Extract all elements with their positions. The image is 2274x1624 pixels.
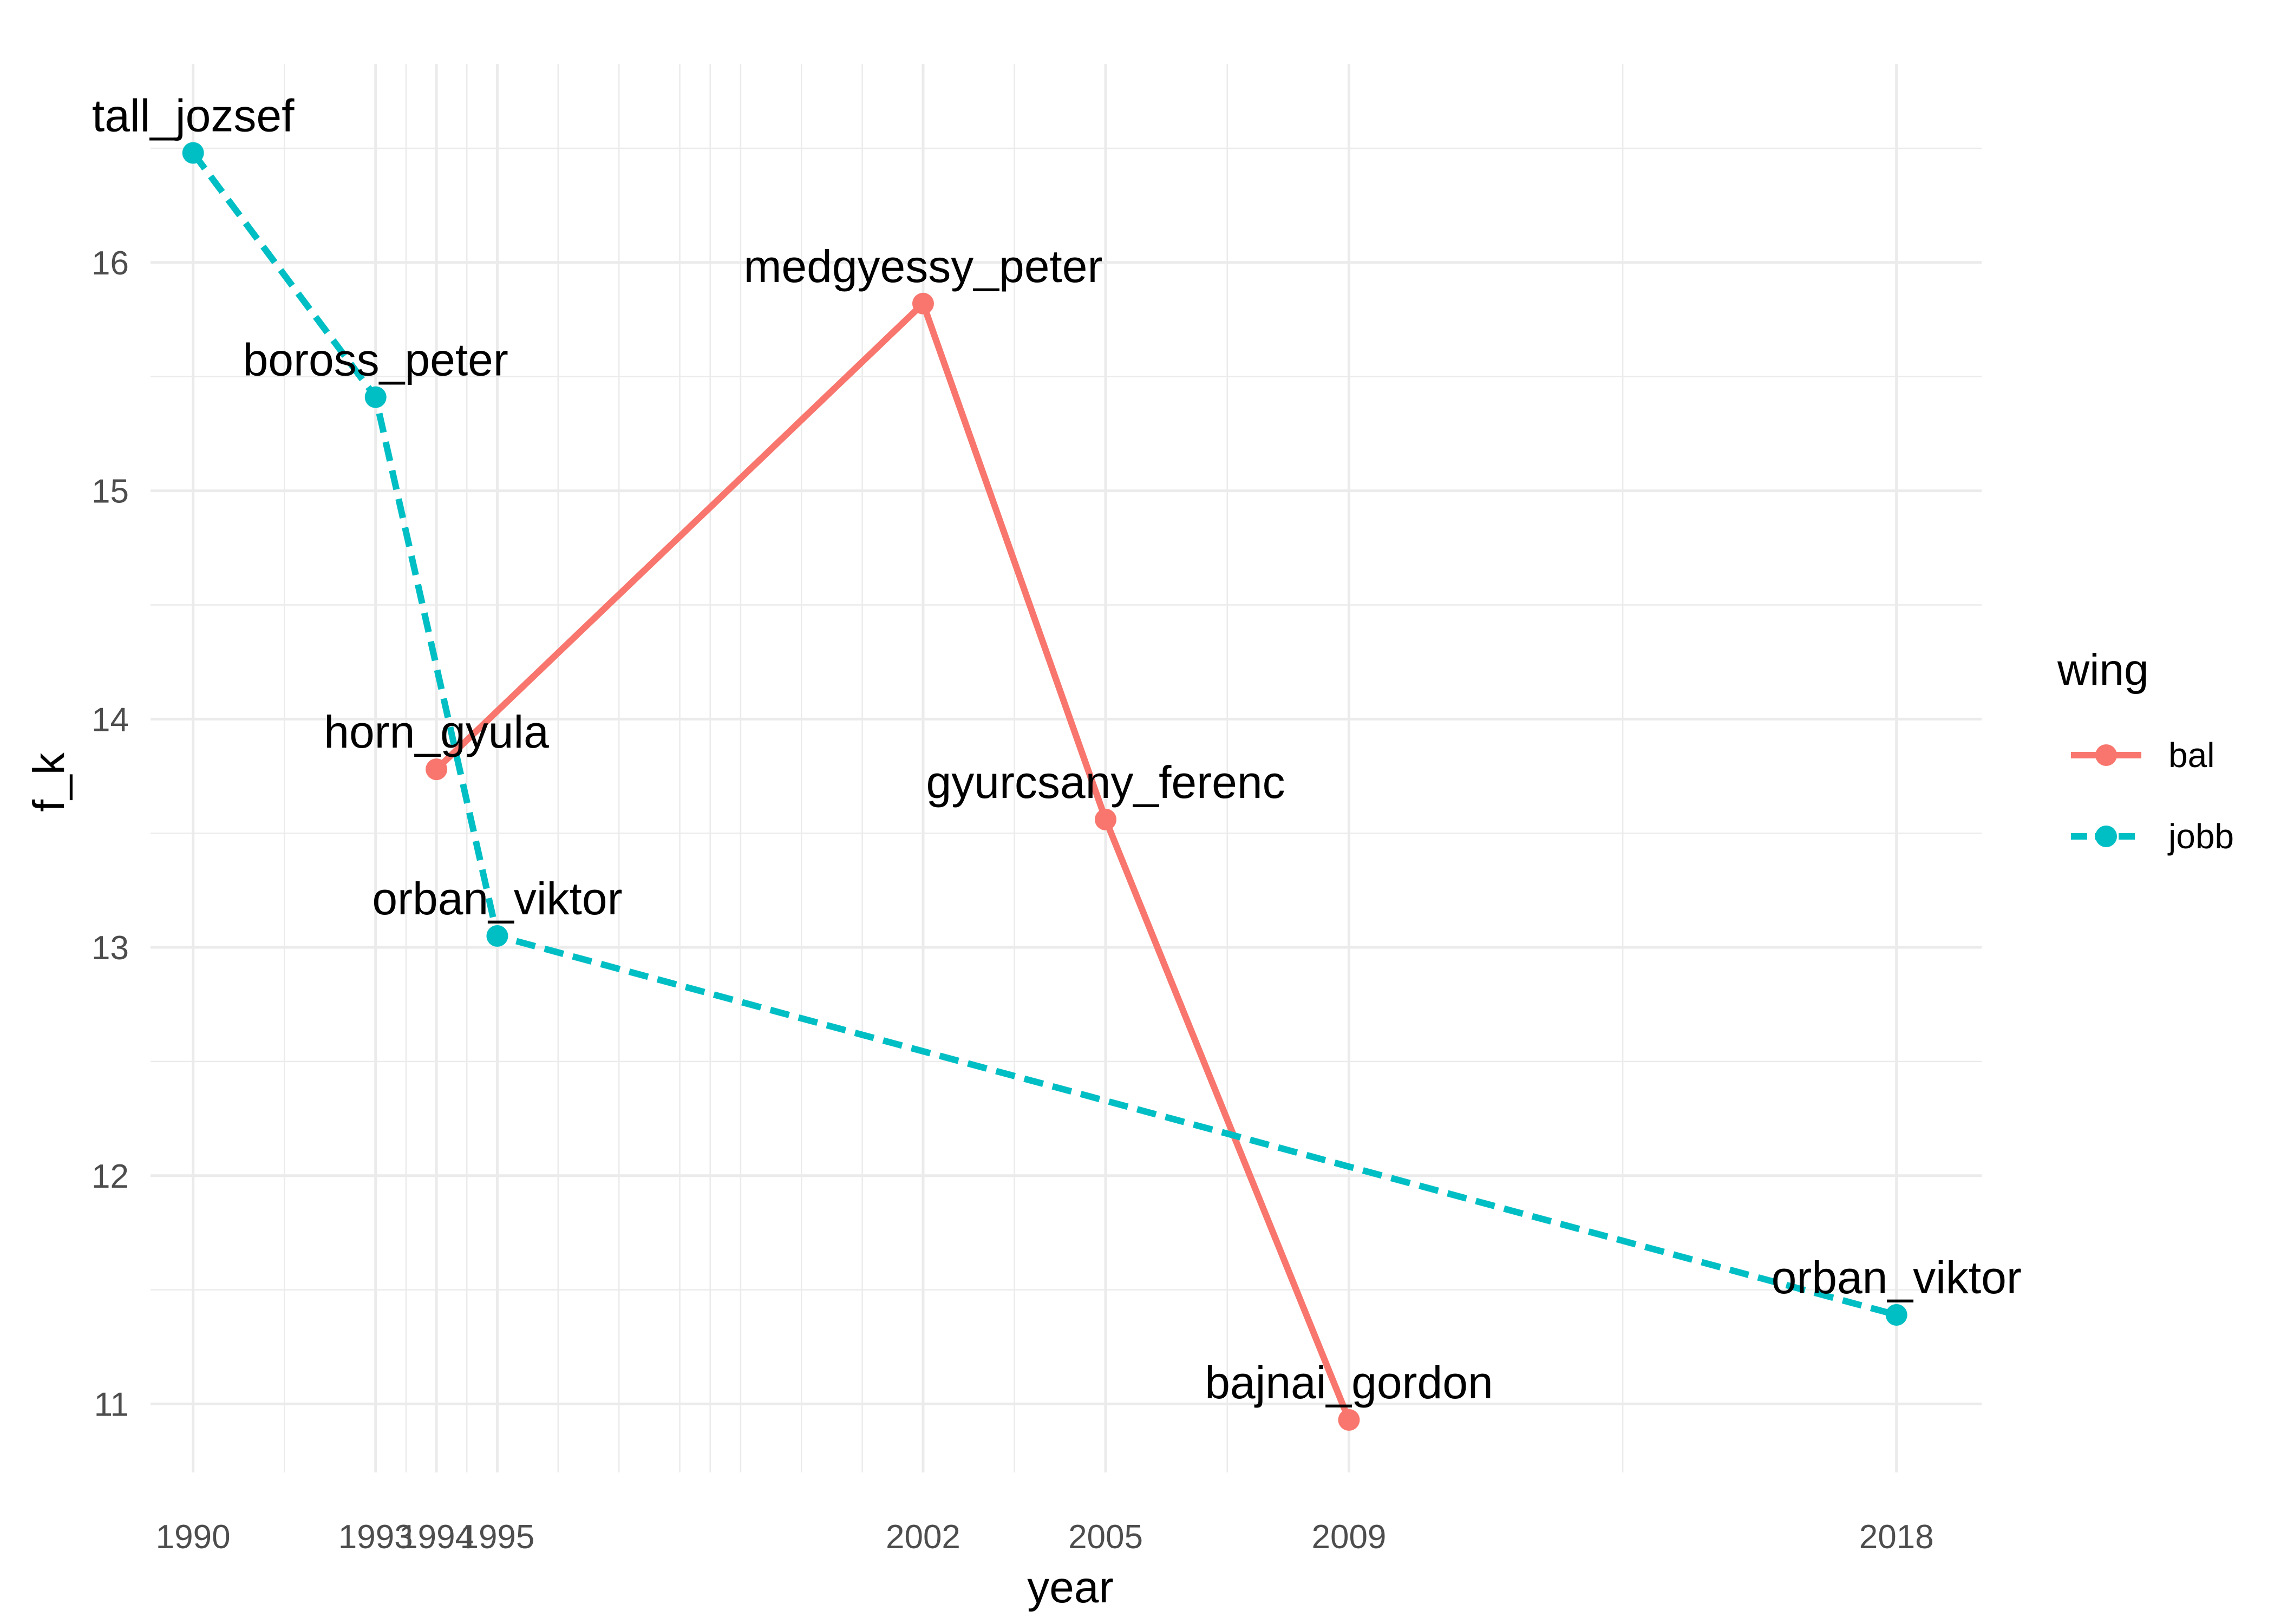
point-label: orban_viktor bbox=[372, 873, 622, 924]
point-label: boross_peter bbox=[243, 335, 508, 385]
data-point-jobb bbox=[182, 142, 204, 164]
y-tick-label: 11 bbox=[94, 1386, 129, 1423]
x-tick-label: 1994 bbox=[399, 1518, 474, 1556]
x-tick-label: 2005 bbox=[1068, 1518, 1143, 1556]
point-label: medgyessy_peter bbox=[743, 241, 1102, 292]
point-label: orban_viktor bbox=[1772, 1252, 2022, 1303]
y-tick-label: 12 bbox=[92, 1158, 129, 1195]
legend-items: bal jobb bbox=[2071, 736, 2234, 856]
x-tick-label: 1993 bbox=[338, 1518, 413, 1556]
x-tick-label: 2018 bbox=[1859, 1518, 1934, 1556]
x-axis-title: year bbox=[1027, 1563, 1114, 1612]
data-point-jobb bbox=[364, 386, 387, 408]
data-point-bal bbox=[426, 758, 448, 781]
data-point-bal bbox=[912, 292, 934, 315]
data-point-bal bbox=[1338, 1409, 1360, 1431]
y-tick-label: 16 bbox=[92, 245, 129, 282]
x-tick-label: 1990 bbox=[156, 1518, 231, 1556]
point-labels: horn_gyula medgyessy_peter gyurcsany_feren… bbox=[92, 90, 2022, 1408]
legend-label-jobb: jobb bbox=[2167, 817, 2234, 856]
point-label: gyurcsany_ferenc bbox=[926, 757, 1285, 808]
y-axis-tick-labels: 11 12 13 14 15 16 bbox=[92, 245, 129, 1424]
x-tick-label: 1995 bbox=[460, 1518, 534, 1556]
y-axis-title: f_k bbox=[24, 752, 74, 811]
y-tick-label: 13 bbox=[92, 929, 129, 967]
legend: wing bal jobb bbox=[2057, 645, 2234, 856]
legend-label-bal: bal bbox=[2168, 736, 2214, 775]
point-label: bajnai_gordon bbox=[1205, 1357, 1493, 1408]
legend-key-point-bal bbox=[2095, 744, 2117, 766]
data-point-jobb bbox=[1885, 1304, 1907, 1326]
legend-key-point-jobb bbox=[2095, 826, 2117, 847]
data-point-bal bbox=[1095, 808, 1117, 830]
x-tick-label: 2002 bbox=[886, 1518, 960, 1556]
point-label: horn_gyula bbox=[324, 706, 549, 757]
y-tick-label: 14 bbox=[92, 701, 129, 738]
point-label: tall_jozsef bbox=[92, 90, 295, 141]
data-point-jobb bbox=[486, 925, 508, 947]
series-lines bbox=[190, 150, 1898, 1422]
legend-title: wing bbox=[2057, 645, 2149, 695]
series-line-bal bbox=[434, 300, 1352, 1422]
major-gridlines bbox=[151, 64, 1982, 1472]
series-points bbox=[182, 142, 1907, 1431]
x-tick-label: 2009 bbox=[1311, 1518, 1386, 1556]
y-tick-label: 15 bbox=[92, 473, 129, 510]
series-line-jobb bbox=[190, 150, 1898, 1318]
